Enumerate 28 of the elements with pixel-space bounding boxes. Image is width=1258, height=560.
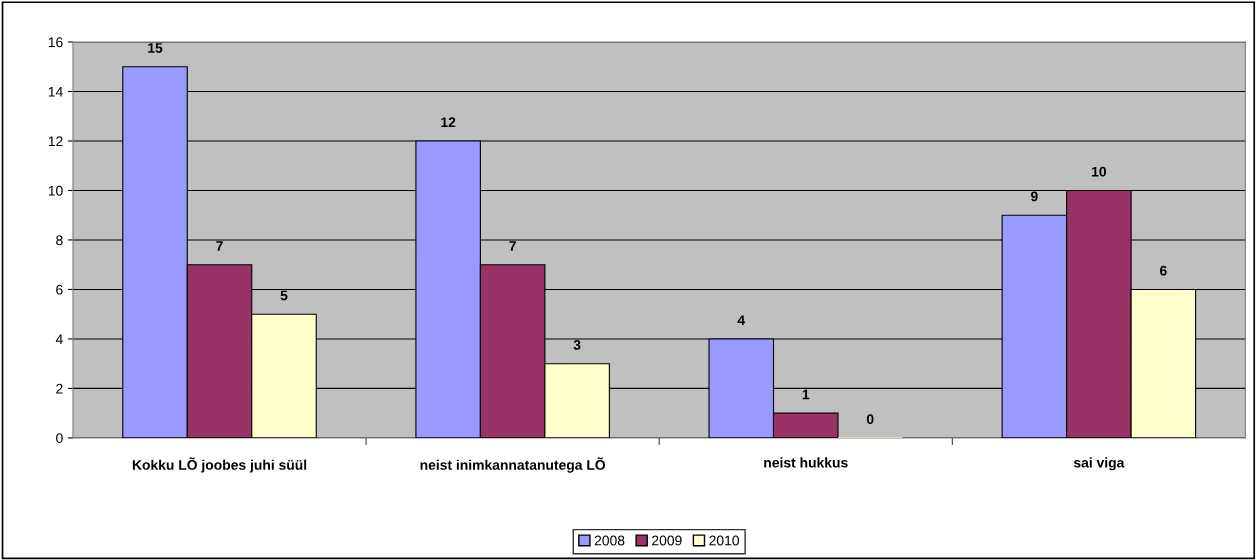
data-label: 12: [441, 117, 456, 127]
data-label: 7: [509, 241, 516, 251]
legend-label: 2008: [594, 535, 625, 546]
data-label: 1: [802, 389, 810, 400]
y-tick-label: 6: [56, 284, 63, 295]
data-label: 9: [1031, 191, 1038, 202]
data-label: 3: [573, 339, 581, 350]
data-label: 10: [1092, 166, 1107, 177]
data-label: 0: [866, 414, 874, 425]
y-tick-label: 10: [48, 185, 63, 196]
data-label: 7: [216, 241, 223, 251]
data-label: 4: [737, 315, 746, 325]
y-tick-label: 14: [48, 86, 63, 97]
x-tick-label: neist inimkannatanutega LÕ: [420, 457, 606, 473]
data-label: 5: [280, 290, 288, 301]
legend-label: 2009: [652, 535, 682, 546]
y-tick-label: 4: [55, 334, 63, 344]
data-label: 15: [148, 43, 163, 53]
x-tick-label: sai viga: [1073, 457, 1125, 471]
x-tick-label: Kokku LÕ joobes juhi süül: [132, 457, 307, 473]
y-tick-label: 8: [56, 235, 63, 246]
y-tick-label: 2: [56, 383, 63, 394]
y-tick-label: 16: [48, 37, 63, 48]
y-tick-label: 12: [48, 136, 63, 147]
y-tick-label: 0: [56, 433, 63, 444]
data-label: 6: [1159, 265, 1167, 276]
x-tick-label: neist hukkus: [764, 457, 848, 468]
legend-label: 2010: [709, 535, 740, 546]
